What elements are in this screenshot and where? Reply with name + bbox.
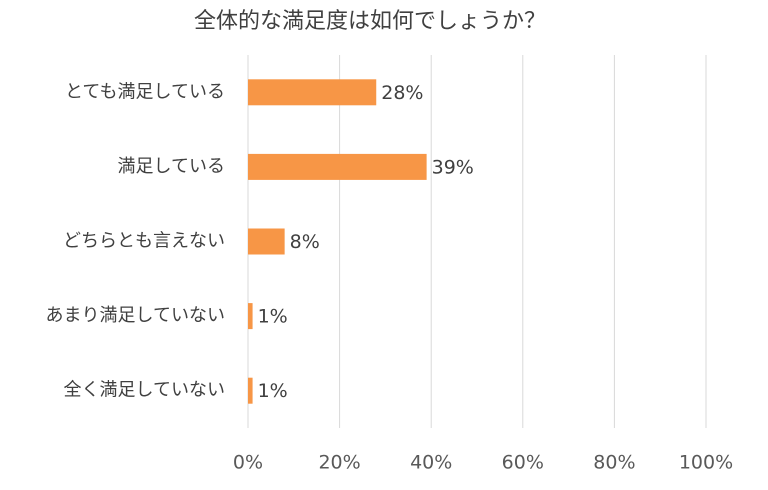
y-tick-label: とても満足している: [65, 81, 225, 102]
x-tick-label: 40%: [410, 452, 452, 474]
data-label: 8%: [290, 231, 320, 253]
bar: [248, 303, 253, 330]
data-label: 1%: [258, 380, 288, 402]
data-label: 39%: [432, 156, 474, 178]
x-tick-label: 60%: [502, 452, 544, 474]
bar: [248, 377, 253, 404]
data-label: 28%: [381, 82, 423, 104]
x-tick-label: 0%: [233, 452, 263, 474]
bar: [248, 153, 427, 180]
y-tick-label: どちらとも言えない: [63, 231, 225, 252]
x-tick-label: 100%: [679, 452, 733, 474]
x-tick-label: 20%: [318, 452, 360, 474]
y-tick-label: 満足している: [118, 156, 225, 177]
bar: [248, 79, 377, 106]
y-tick-label: 全く満足していない: [64, 380, 225, 401]
x-tick-label: 80%: [593, 452, 635, 474]
chart-title: 全体的な満足度は如何でしょうか？: [194, 9, 546, 34]
data-label: 1%: [258, 306, 288, 328]
bar: [248, 228, 285, 255]
y-tick-label: あまり満足していない: [46, 305, 225, 326]
